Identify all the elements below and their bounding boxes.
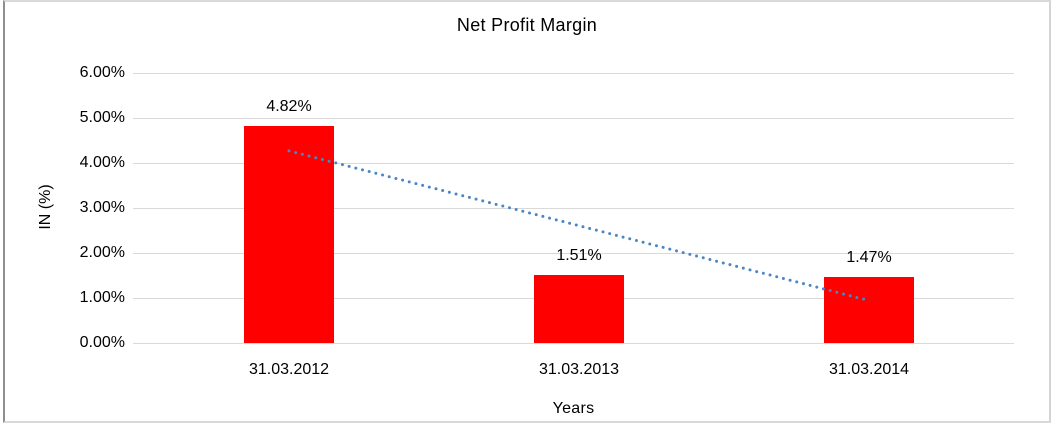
x-axis-title: Years xyxy=(552,400,595,417)
x-category-label: 31.03.2014 xyxy=(828,361,910,378)
bar-value-label: 1.51% xyxy=(556,247,602,265)
bar xyxy=(244,126,334,343)
bar-value-label: 4.82% xyxy=(266,98,312,116)
y-tick-label: 3.00% xyxy=(79,199,125,216)
y-tick-label: 6.00% xyxy=(79,64,125,81)
bar xyxy=(534,275,624,343)
y-tick-label: 2.00% xyxy=(79,244,125,261)
x-category-label: 31.03.2013 xyxy=(538,361,620,378)
y-tick-label: 4.00% xyxy=(79,154,125,171)
gridline xyxy=(133,118,1014,119)
x-category-label: 31.03.2012 xyxy=(248,361,330,378)
gridline xyxy=(133,343,1014,344)
chart-border-frame xyxy=(3,0,1051,423)
bar-value-label: 1.47% xyxy=(846,248,892,266)
y-tick-label: 5.00% xyxy=(79,109,125,126)
chart-title: Net Profit Margin xyxy=(456,15,598,35)
gridline xyxy=(133,73,1014,74)
bar xyxy=(824,276,914,343)
y-tick-label: 1.00% xyxy=(79,289,125,306)
y-tick-label: 0.00% xyxy=(79,334,125,351)
